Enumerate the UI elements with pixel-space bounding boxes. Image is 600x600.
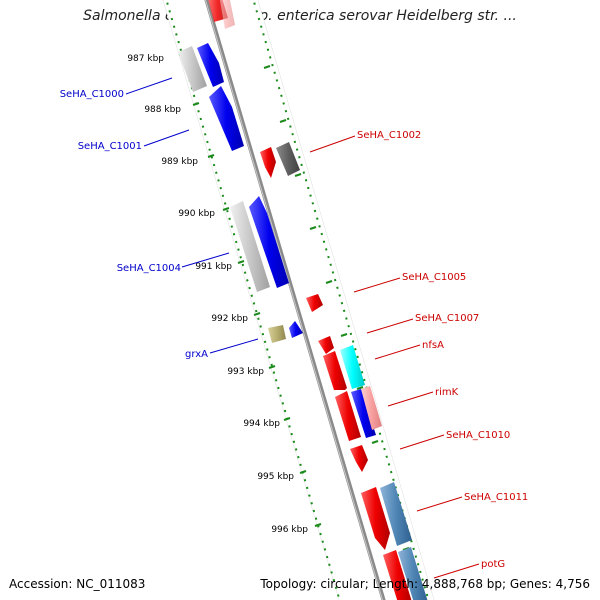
accession-text: Accession: NC_011083 <box>9 577 146 591</box>
feature-steel-1[interactable] <box>380 482 412 546</box>
feature-gray-mid[interactable] <box>230 201 270 292</box>
tick-label: 991 kbp <box>195 262 232 272</box>
label-seha-c1010[interactable]: SeHA_C1010 <box>446 430 510 441</box>
genome-backbone <box>204 0 386 600</box>
feature-seha-c1011[interactable] <box>361 487 390 550</box>
leader-seha-c1011 <box>416 496 463 512</box>
feature-rimk-b[interactable] <box>335 391 361 441</box>
feature-gray-top-1[interactable] <box>178 46 207 92</box>
tick-label: 992 kbp <box>211 314 248 324</box>
topology-text: Topology: circular; Length: 4,888,768 bp… <box>260 577 590 591</box>
label-seha-c1005[interactable]: SeHA_C1005 <box>402 272 466 283</box>
feature-top-fragment-shadow <box>219 0 235 29</box>
leader-nfsa <box>374 344 421 360</box>
leader-seha-c1002 <box>309 135 356 153</box>
feature-seha-c1010[interactable] <box>350 445 368 472</box>
tick-label: 990 kbp <box>178 209 215 219</box>
feature-seha-c1001[interactable] <box>209 86 244 151</box>
leader-seha-c1000 <box>125 77 173 95</box>
tick-label: 988 kbp <box>144 105 181 115</box>
leader-seha-c1005 <box>353 277 401 293</box>
leader-seha-c1010 <box>399 434 445 450</box>
feature-potg-red[interactable] <box>383 550 412 600</box>
label-seha-c1002[interactable]: SeHA_C1002 <box>357 130 421 141</box>
label-potg[interactable]: potG <box>481 559 505 570</box>
feature-seha-c1007[interactable] <box>318 336 334 354</box>
feature-rimk-pink[interactable] <box>361 386 382 430</box>
leader-grxa <box>209 338 259 354</box>
tick-label: 989 kbp <box>161 157 198 167</box>
leader-rimk <box>387 391 434 407</box>
feature-rimk-a[interactable] <box>323 351 347 390</box>
label-grxa[interactable]: grxA <box>185 349 208 360</box>
label-seha-c1004[interactable]: SeHA_C1004 <box>117 263 181 274</box>
leader-seha-c1001 <box>143 129 190 147</box>
feature-seha-c1004[interactable] <box>249 196 289 288</box>
tick-label: 987 kbp <box>127 54 164 64</box>
feature-rimk-blue[interactable] <box>351 389 376 438</box>
feature-grxa[interactable] <box>289 321 303 338</box>
genome-backbone-highlight <box>204 0 384 600</box>
tick-label: 994 kbp <box>243 419 280 429</box>
label-rimk[interactable]: rimK <box>435 387 459 398</box>
label-seha-c1007[interactable]: SeHA_C1007 <box>415 313 479 324</box>
feature-seha-c1002[interactable] <box>260 147 276 178</box>
label-seha-c1001[interactable]: SeHA_C1001 <box>78 141 142 152</box>
tick-label: 996 kbp <box>271 525 308 535</box>
tick-label: 995 kbp <box>257 472 294 482</box>
map-band <box>162 0 435 600</box>
feature-nfsa[interactable] <box>340 345 365 389</box>
leader-potg <box>433 563 480 579</box>
leader-seha-c1004 <box>181 252 230 268</box>
feature-seha-c1005[interactable] <box>306 294 323 312</box>
label-seha-c1000[interactable]: SeHA_C1000 <box>60 89 124 100</box>
feature-seha-c1000[interactable] <box>197 43 224 87</box>
feature-olive[interactable] <box>268 325 286 343</box>
label-nfsa[interactable]: nfsA <box>422 340 444 351</box>
feature-steel-2[interactable] <box>398 547 428 600</box>
tick-label: 993 kbp <box>227 367 264 377</box>
left-tick-rail <box>165 0 341 600</box>
feature-dark-gray[interactable] <box>276 142 300 176</box>
leader-seha-c1007 <box>366 318 414 334</box>
label-seha-c1011[interactable]: SeHA_C1011 <box>464 492 528 503</box>
